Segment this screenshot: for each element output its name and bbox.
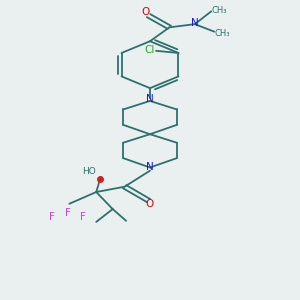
Text: HO: HO: [82, 167, 96, 176]
Text: N: N: [146, 94, 154, 104]
Text: F: F: [49, 212, 54, 222]
Text: F: F: [80, 212, 86, 222]
Text: CH₃: CH₃: [212, 6, 227, 15]
Text: Cl: Cl: [144, 45, 155, 55]
Text: F: F: [65, 208, 71, 218]
Text: N: N: [191, 18, 199, 28]
Text: O: O: [146, 200, 154, 209]
Text: O: O: [141, 8, 150, 17]
Text: CH₃: CH₃: [215, 29, 230, 38]
Text: N: N: [146, 163, 154, 172]
